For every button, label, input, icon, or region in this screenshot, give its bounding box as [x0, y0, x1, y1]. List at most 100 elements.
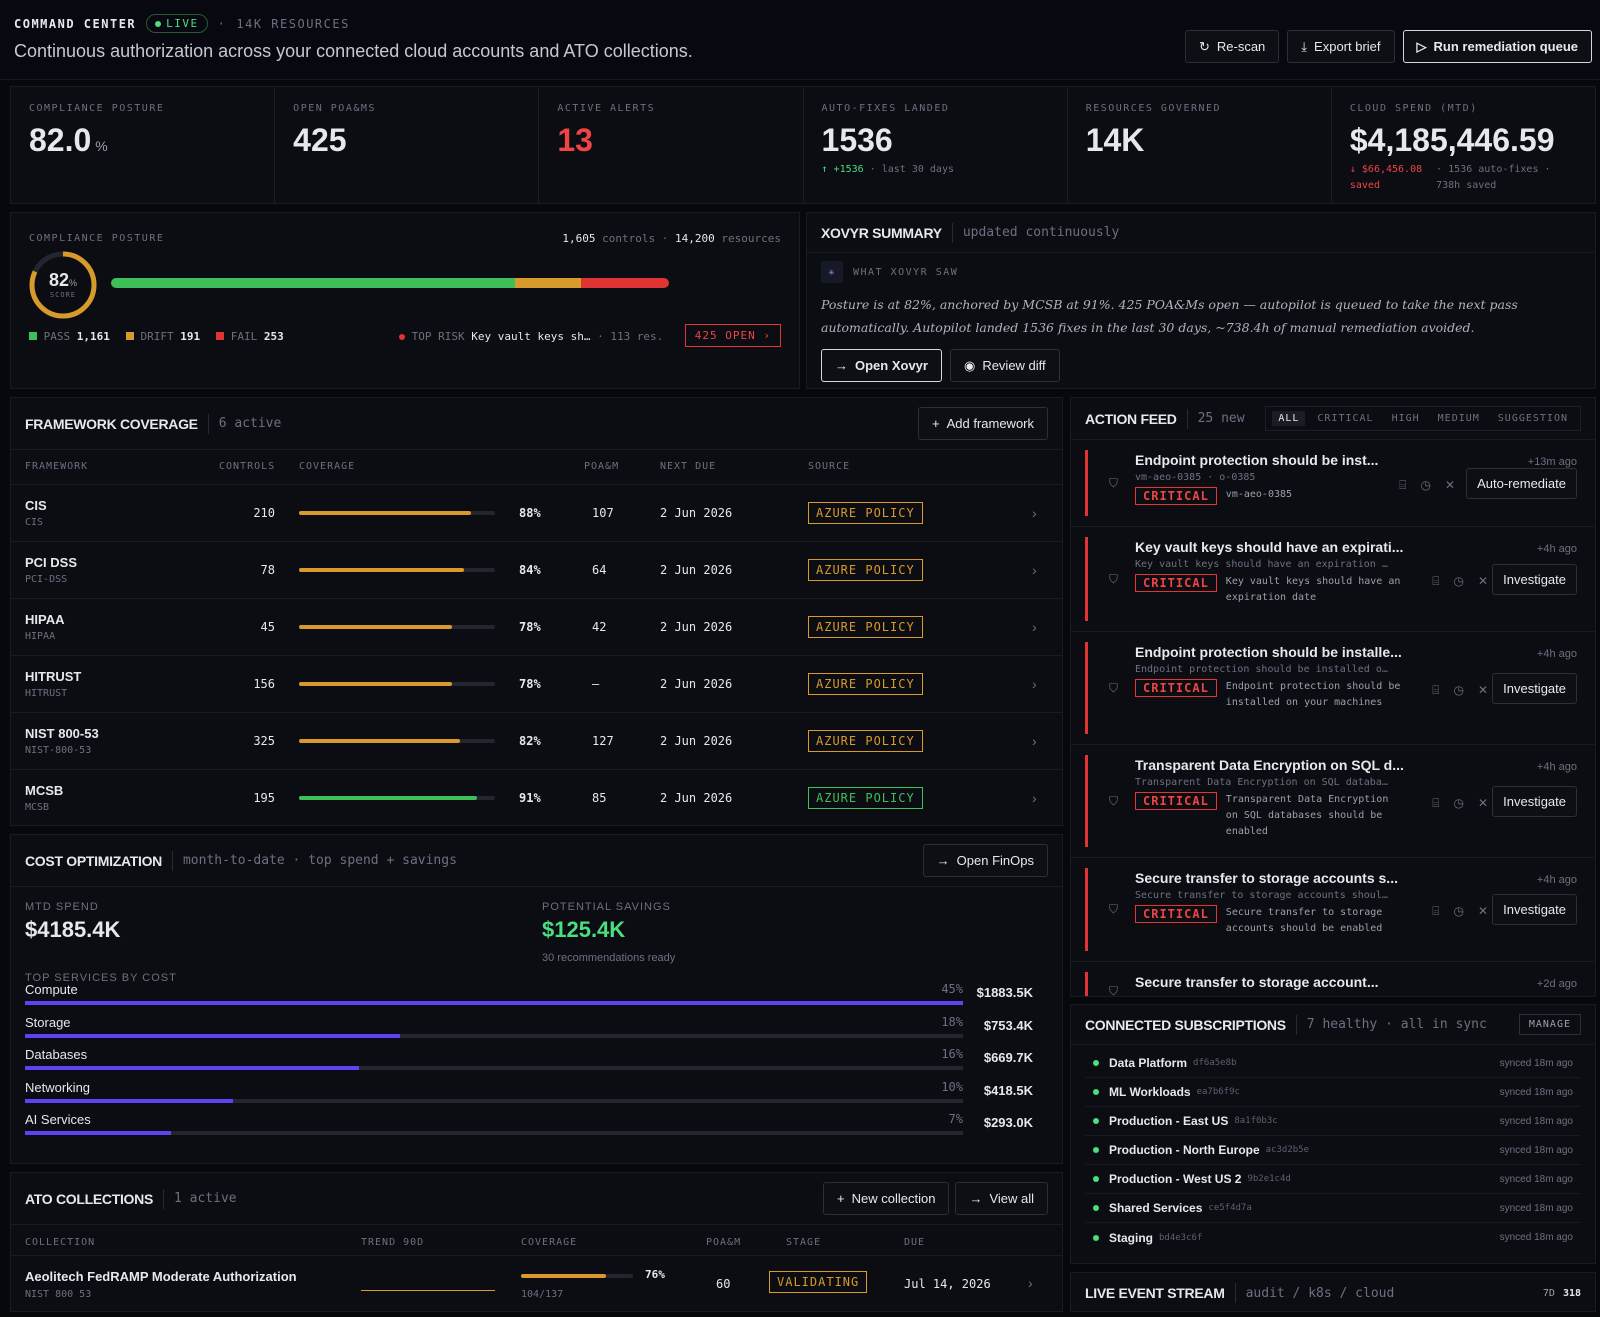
framework-row[interactable]: HITRUST HITRUST 156 78% —2 Jun 2026 AZURE POL…	[11, 655, 1062, 713]
snooze-icon[interactable]: ◷	[1453, 795, 1464, 810]
feed-item-title: Transparent Data Encryption on SQL d...	[1135, 757, 1404, 773]
run-remediation-button[interactable]: ▷ Run remediation queue	[1402, 30, 1592, 63]
dismiss-icon[interactable]: ✕	[1477, 682, 1488, 697]
event-stream-panel: LIVE EVENT STREAM audit / k8s / cloud 7D…	[1070, 1272, 1596, 1312]
framework-row[interactable]: MCSB MCSB 195 91% 85 2 Jun 2026 AZURE POLICY ›	[11, 769, 1062, 826]
score-value: 82	[48, 270, 69, 290]
subscription-row[interactable]: ML Workloads ea7b6f9c synced 18m ago	[1085, 1078, 1581, 1107]
subscription-row[interactable]: Data Platform df6a5e8b synced 18m ago	[1085, 1049, 1581, 1078]
feed-item[interactable]: ⛉ Endpoint protection should be inst... +1…	[1071, 440, 1595, 527]
service-bar-fill	[25, 1131, 172, 1135]
feed-item[interactable]: ⛉ Secure transfer to storage accounts s..…	[1071, 858, 1595, 962]
top-risk: TOP RISK Key vault keys sh… · 113 res.	[399, 330, 663, 343]
framework-row[interactable]: NIST 800-53 NIST-800-53 325 82% 127 2 Jun 202…	[11, 712, 1062, 770]
subscription-row[interactable]: Production - West US 2 9b2e1c4d synced 18m…	[1085, 1165, 1581, 1194]
kpi-value: 1536	[821, 122, 893, 158]
open-xovyr-button[interactable]: → Open Xovyr	[821, 349, 942, 382]
service-bar-fill	[25, 1001, 963, 1005]
snooze-icon[interactable]: ◷	[1420, 477, 1431, 492]
service-name: Networking	[25, 1079, 91, 1095]
feed-action-button[interactable]: Investigate	[1492, 785, 1577, 817]
subscription-row[interactable]: Production - North Europe ac3d2b5e synced …	[1085, 1136, 1581, 1165]
framework-row[interactable]: HIPAA HIPAA 45 78% 42 2 Jun 2026 AZURE POLICY ›	[11, 598, 1062, 656]
view-all-button[interactable]: → View all	[955, 1182, 1048, 1215]
snooze-icon[interactable]: ◷	[1453, 682, 1464, 697]
feed-tab[interactable]: ALL	[1272, 411, 1306, 426]
fail-count: 253	[263, 330, 284, 343]
subscription-row[interactable]: Production - East US 8a1f0b3c synced 18m a…	[1085, 1107, 1581, 1136]
feed-tab[interactable]: MEDIUM	[1437, 413, 1480, 424]
live-label: LIVE	[166, 17, 199, 30]
feed-item[interactable]: ⛉ Key vault keys should have an expirati.…	[1071, 527, 1595, 632]
chevron-right-icon: ›	[1028, 1275, 1033, 1291]
subscription-row[interactable]: Shared Services ce5f4d7a synced 18m ago	[1085, 1194, 1581, 1223]
feed-item[interactable]: ⛉ Secure transfer to storage account... +2…	[1071, 962, 1595, 996]
feed-tab[interactable]: CRITICAL	[1317, 413, 1374, 424]
sync-status: synced 18m ago	[1499, 1086, 1573, 1098]
severity-badge: CRITICAL	[1135, 679, 1217, 697]
feed-item-sub: Endpoint protection should be installed …	[1135, 664, 1388, 675]
kpi-value: 82.0	[29, 122, 92, 158]
ticket-icon[interactable]: ⌸	[1432, 573, 1440, 588]
feed-item-desc: Endpoint protection should be installed …	[1225, 681, 1401, 708]
add-framework-button[interactable]: + Add framework	[917, 407, 1048, 440]
dismiss-icon[interactable]: ✕	[1477, 795, 1488, 810]
feed-item-sub: Key vault keys should have an expiration…	[1135, 559, 1388, 570]
plus-icon: +	[837, 1191, 845, 1206]
kpi-label: AUTO-FIXES LANDED	[821, 103, 950, 114]
dismiss-icon[interactable]: ✕	[1477, 573, 1488, 588]
cost-panel: COST OPTIMIZATION month-to-date · top sp…	[10, 834, 1063, 1164]
ticket-icon[interactable]: ⌸	[1399, 477, 1407, 492]
snooze-icon[interactable]: ◷	[1453, 904, 1464, 918]
kpi-unit: %	[95, 138, 108, 154]
ato-row[interactable]: Aeolitech FedRAMP Moderate Authorization…	[11, 1257, 1062, 1317]
feed-tab[interactable]: HIGH	[1391, 413, 1420, 424]
export-brief-button[interactable]: ⤓ Export brief	[1287, 30, 1395, 63]
feed-tab[interactable]: SUGGESTION	[1497, 413, 1568, 424]
dismiss-icon[interactable]: ✕	[1477, 904, 1488, 918]
feed-action-button[interactable]: Investigate	[1492, 563, 1577, 595]
subscription-name: Production - North Europe	[1109, 1143, 1260, 1157]
ticket-icon[interactable]: ⌸	[1432, 904, 1440, 918]
feed-action-button[interactable]: Investigate	[1492, 672, 1577, 704]
header-separator: ·	[217, 16, 227, 31]
chevron-right-icon: ›	[1032, 504, 1037, 521]
ato-col-coverage: COVERAGE	[521, 1237, 578, 1248]
ato-col-stage: STAGE	[786, 1237, 822, 1248]
sync-status: synced 18m ago	[1499, 1173, 1573, 1185]
ato-col-trend: TREND 90D	[361, 1237, 425, 1248]
col-next-due: NEXT DUE	[660, 450, 808, 485]
ticket-icon[interactable]: ⌸	[1432, 795, 1440, 810]
feed-item[interactable]: ⛉ Transparent Data Encryption on SQL d...…	[1071, 745, 1595, 858]
feed-item[interactable]: ⛉ Endpoint protection should be installe.…	[1071, 632, 1595, 745]
coverage-pct: 78%	[519, 676, 541, 691]
open-poams-button[interactable]: 425 OPEN ›	[684, 324, 781, 347]
framework-row[interactable]: PCI DSS PCI-DSS 78 84% 64 2 Jun 2026 AZURE POL…	[11, 541, 1062, 599]
pass-legend: PASS 1,161	[29, 330, 110, 343]
rescan-button[interactable]: ↻ Re-scan	[1184, 30, 1280, 63]
review-diff-button[interactable]: ◉ Review diff	[949, 349, 1060, 382]
new-collection-button[interactable]: + New collection	[823, 1182, 950, 1215]
subscription-row[interactable]: Staging bd4e3c6f synced 18m ago	[1085, 1223, 1581, 1252]
kpi-resources: RESOURCES GOVERNED 14K	[1068, 87, 1332, 203]
download-icon: ⤓	[1301, 38, 1308, 54]
framework-row[interactable]: CIS CIS 210 88% 107 2 Jun 2026 AZURE POLICY ›	[11, 484, 1062, 542]
stream-range[interactable]: 7D	[1542, 1287, 1555, 1299]
manage-button[interactable]: MANAGE	[1518, 1014, 1581, 1035]
dismiss-icon[interactable]: ✕	[1444, 477, 1455, 492]
arrow-right-icon: →	[835, 358, 848, 373]
subs-title: CONNECTED SUBSCRIPTIONS	[1085, 1016, 1286, 1033]
snooze-icon[interactable]: ◷	[1453, 573, 1464, 588]
open-finops-button[interactable]: → Open FinOps	[922, 844, 1048, 877]
service-amount: $418.5K	[983, 1082, 1033, 1098]
framework-poam: 42	[584, 598, 660, 656]
subscription-id: 9b2e1c4d	[1247, 1174, 1291, 1184]
feed-item-title: Secure transfer to storage accounts s...	[1135, 870, 1398, 886]
feed-action-button[interactable]: Investigate	[1492, 894, 1577, 925]
fail-segment	[581, 278, 669, 288]
ticket-icon[interactable]: ⌸	[1432, 682, 1440, 697]
sync-status: synced 18m ago	[1499, 1144, 1573, 1156]
kpi-poams: OPEN POA&MS 425	[275, 87, 540, 203]
score-ring	[29, 251, 97, 319]
feed-action-button[interactable]: Auto-remediate	[1466, 467, 1577, 499]
